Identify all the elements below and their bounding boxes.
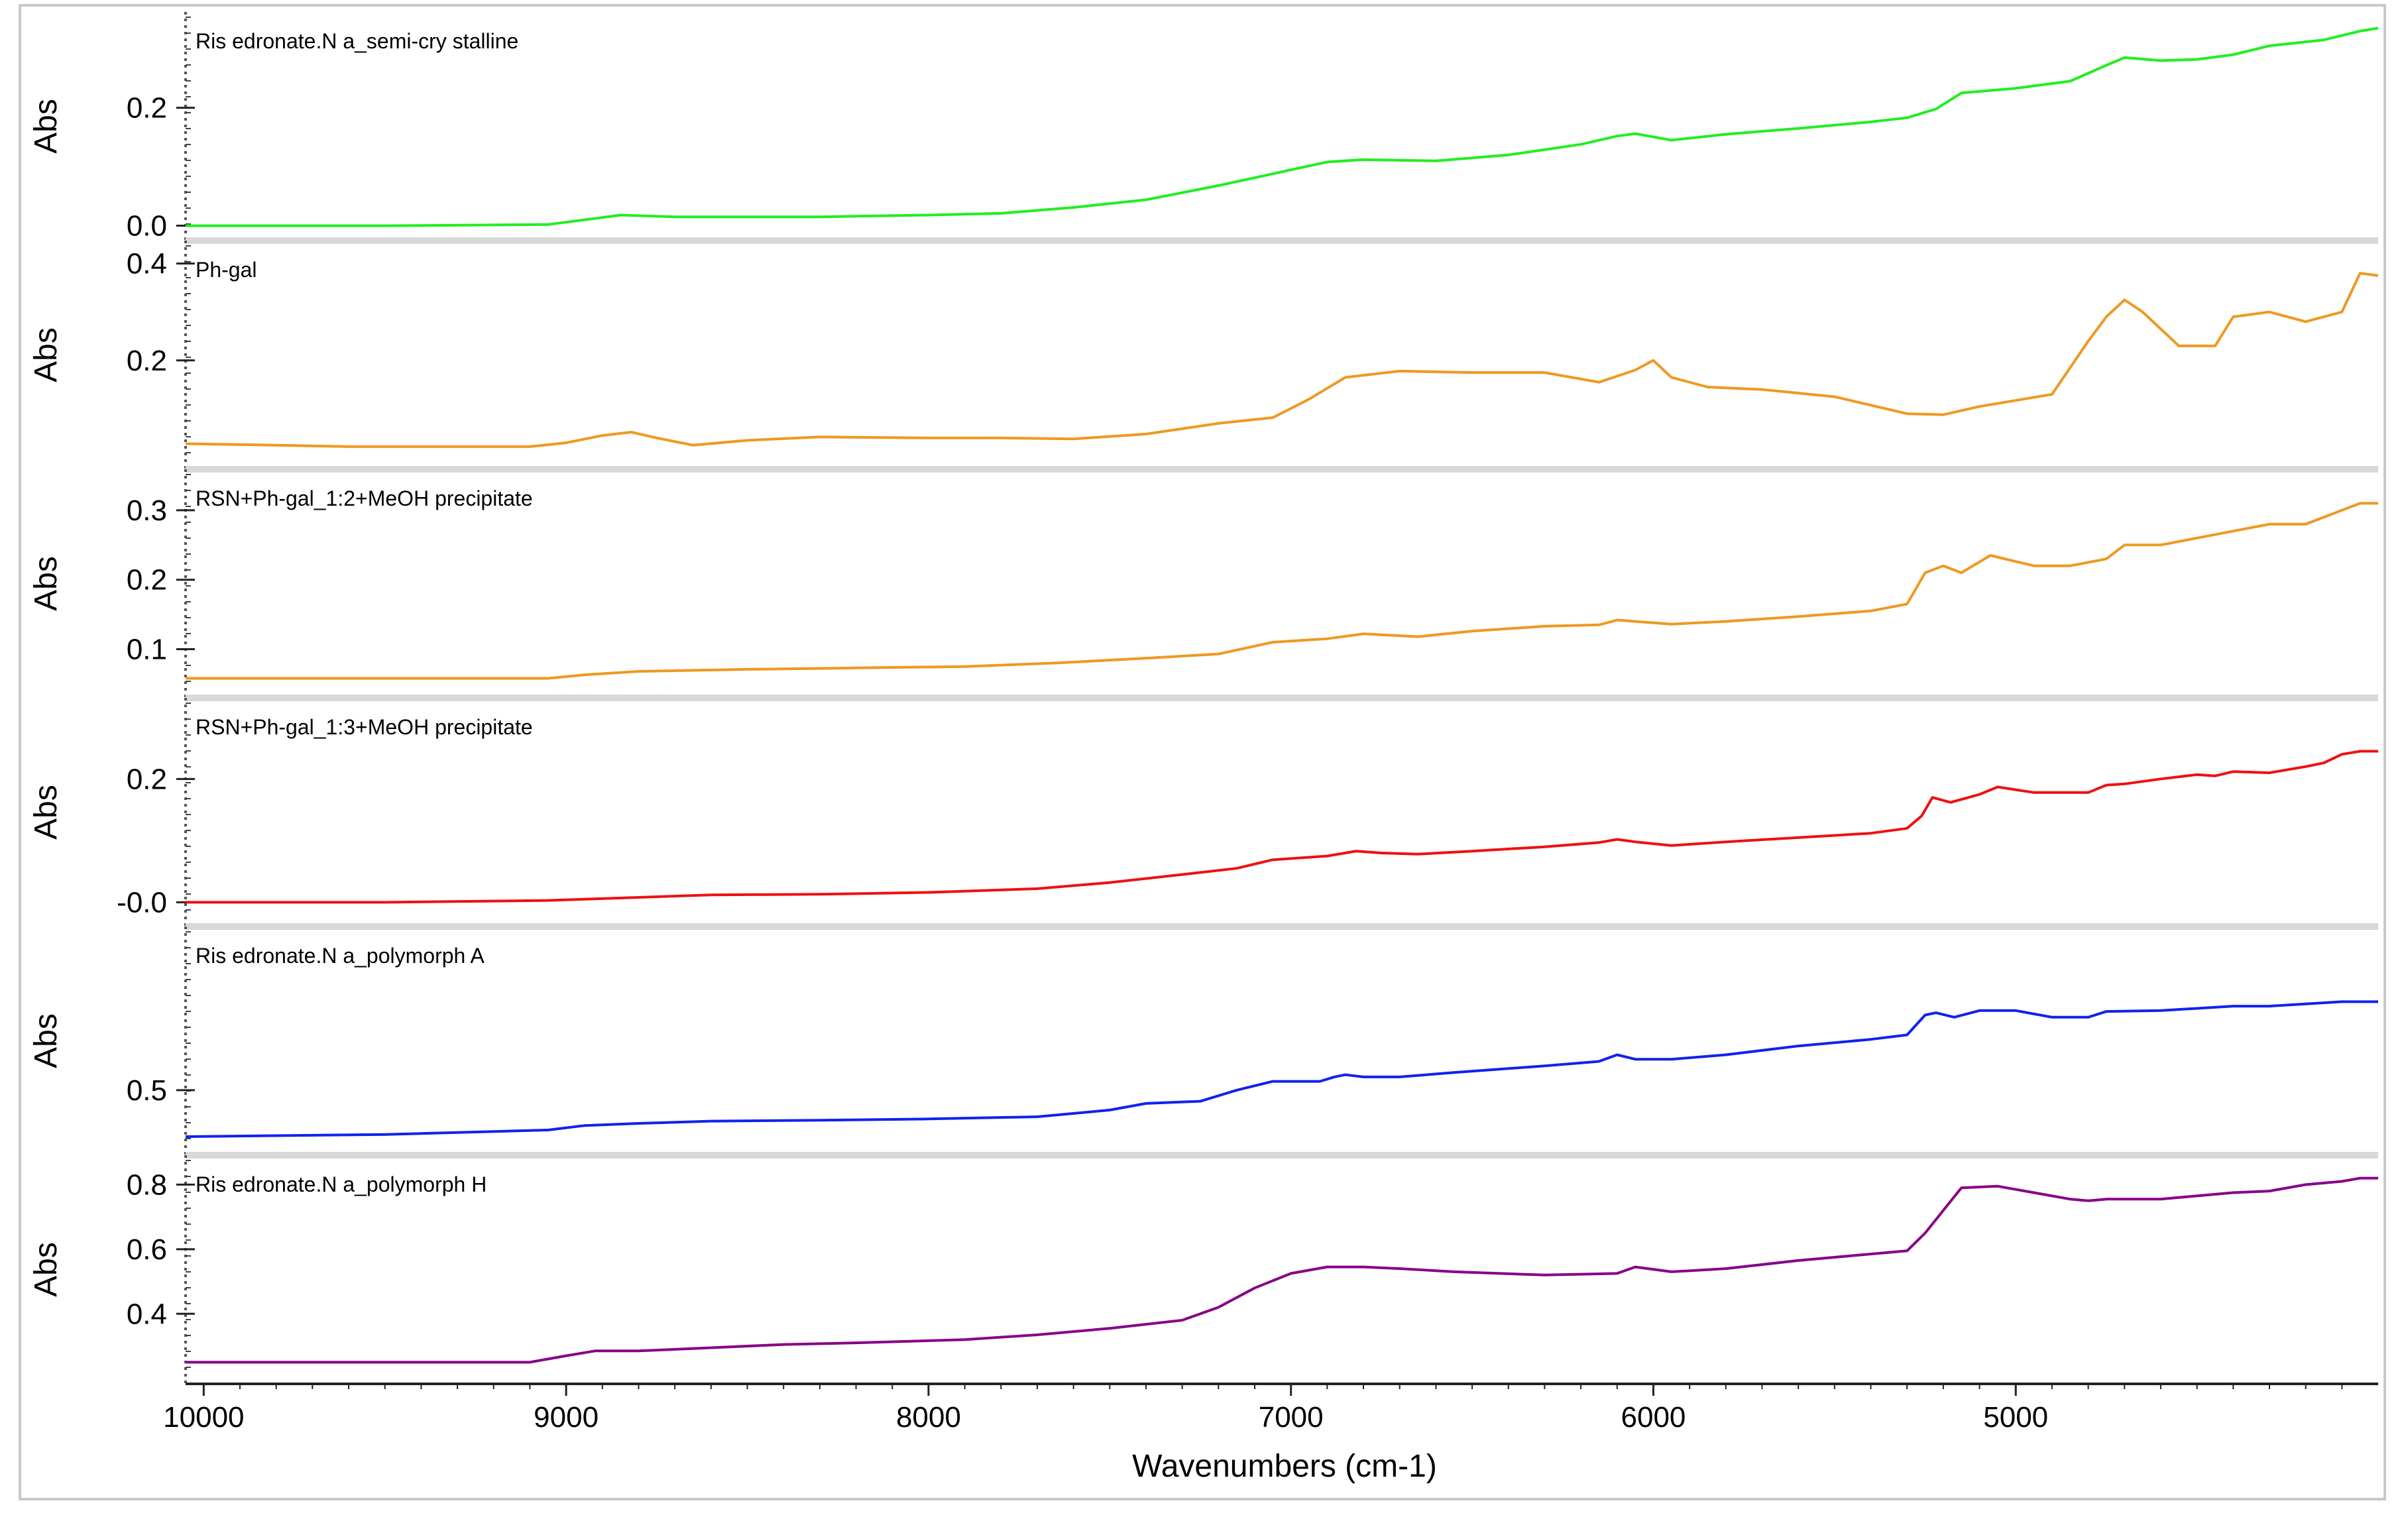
panel-separator xyxy=(186,466,2378,473)
y-axis-title: Abs xyxy=(29,99,64,154)
panel-label: RSN+Ph-gal_1:2+MeOH precipitate xyxy=(196,486,533,510)
y-tick-label: 0.2 xyxy=(127,564,167,596)
y-axis-title: Abs xyxy=(29,327,64,382)
panel-label: Ris edronate.N a_polymorph A xyxy=(196,944,485,968)
panel-separator xyxy=(186,695,2378,701)
panel-label: Ris edronate.N a_polymorph H xyxy=(196,1172,487,1196)
x-axis-title: Wavenumbers (cm-1) xyxy=(1132,1449,1437,1484)
x-tick-label: 9000 xyxy=(534,1401,599,1434)
y-tick-label: 0.2 xyxy=(127,345,167,377)
y-tick-label: 0.2 xyxy=(127,92,167,125)
y-tick-label: 0.0 xyxy=(127,210,167,243)
y-tick-label: 0.4 xyxy=(127,248,167,280)
panels-group: 0.2 0.0 Abs Ris edronate.N a_semi-cry stall… xyxy=(29,12,2379,1384)
spectrum-panel: 0.4 0.2 Abs Ph-gal xyxy=(29,241,2379,473)
spectrum-line xyxy=(186,502,2378,680)
y-tick-label: 0.2 xyxy=(127,763,167,795)
spectrum-line xyxy=(186,750,2378,904)
panel-separator xyxy=(186,237,2378,244)
spectrum-panel: 0.3 0.2 0.1 Abs RSN+Ph-gal_1:2+MeOH precipit… xyxy=(29,469,2378,701)
spectrum-panel: 0.2 -0.0 Abs RSN+Ph-gal_1:3+MeOH precipitat… xyxy=(29,698,2378,930)
y-axis-title: Abs xyxy=(29,1242,64,1297)
x-tick-label: 8000 xyxy=(896,1401,961,1434)
spectrum-panel: 0.2 0.0 Abs Ris edronate.N a_semi-cry stall… xyxy=(29,12,2379,244)
y-tick-label: 0.3 xyxy=(127,494,167,527)
x-tick-label: 6000 xyxy=(1621,1401,1686,1434)
spectrum-panel: 0.5 Abs Ris edronate.N a_polymorph A xyxy=(29,927,2378,1159)
y-tick-label: 0.5 xyxy=(127,1074,167,1107)
panel-label: Ris edronate.N a_semi-cry stalline xyxy=(196,29,518,53)
x-tick-label: 5000 xyxy=(1983,1401,2048,1434)
y-tick-label: 0.1 xyxy=(127,633,167,665)
spectrum-line xyxy=(186,27,2379,227)
y-axis-title: Abs xyxy=(29,785,64,840)
panel-label: RSN+Ph-gal_1:3+MeOH precipitate xyxy=(196,715,533,739)
x-tick-label: 10000 xyxy=(163,1401,244,1434)
x-tick-label: 7000 xyxy=(1259,1401,1324,1434)
y-tick-label: -0.0 xyxy=(117,886,167,919)
spectrum-panel: 0.8 0.6 0.4 Abs Ris edronate.N a_polymorph H xyxy=(29,1155,2378,1384)
spectrum-line xyxy=(185,1000,2378,1138)
panel-label: Ph-gal xyxy=(196,258,257,282)
panel-separator xyxy=(186,923,2378,930)
y-tick-label: 0.8 xyxy=(127,1168,167,1201)
panel-separator xyxy=(186,1152,2378,1159)
x-axis: 10000 9000 8000 7000 6000 5000 xyxy=(163,1383,2378,1434)
spectrum-line xyxy=(186,1176,2378,1364)
y-tick-label: 0.6 xyxy=(127,1233,167,1266)
spectrum-line xyxy=(185,272,2379,448)
y-tick-label: 0.4 xyxy=(127,1298,167,1330)
y-axis-title: Abs xyxy=(29,1013,64,1068)
y-axis-title: Abs xyxy=(29,556,64,611)
outer-frame xyxy=(19,4,2386,1501)
